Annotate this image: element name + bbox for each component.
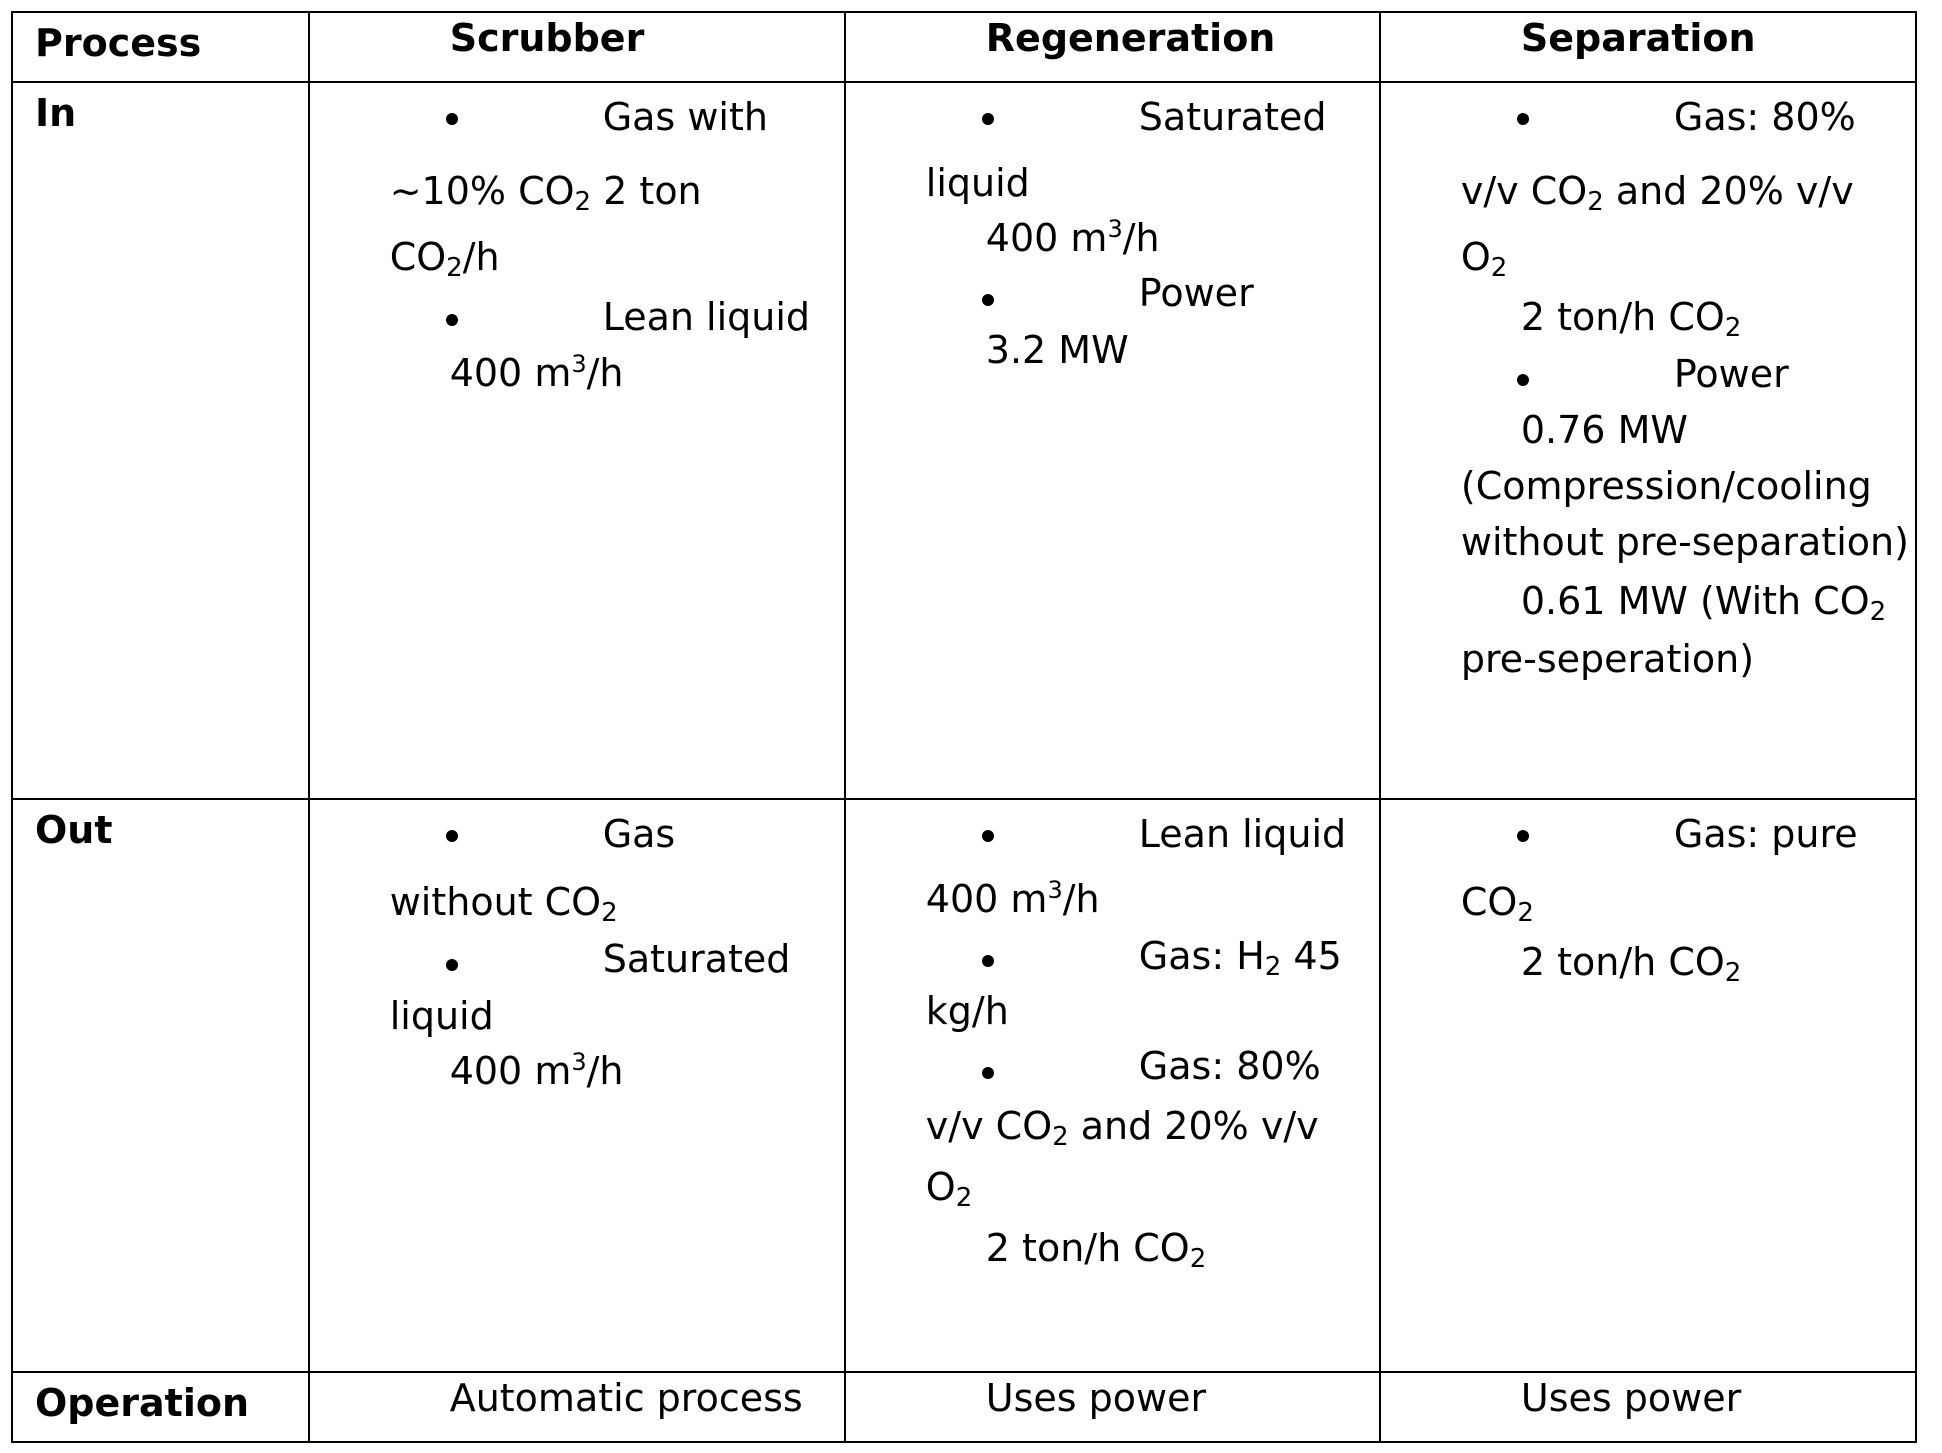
operation-separation-cell: Uses power — [1378, 1371, 1918, 1443]
operation-row: Operation Automatic process Uses power U… — [11, 1371, 1918, 1443]
separation-in-item2-line5: 0.61 MW (With CO2 — [1520, 579, 1887, 627]
row-label-cell-operation: Operation — [11, 1371, 310, 1443]
separation-in-item2-line6: pre-seperation) — [1460, 637, 1755, 681]
row-label-in: In — [35, 91, 77, 135]
scrubber-in-item1-line2: ~10% CO2 2 ton — [389, 169, 702, 217]
process-table: Process Scrubber Regeneration Separation… — [11, 11, 1918, 1443]
regeneration-in-cell: Saturated liquid 400 m3/h Power 3.2 MW — [843, 81, 1381, 800]
separation-in-item2-line2: 0.76 MW — [1520, 408, 1688, 452]
regeneration-in-item2-line2: 3.2 MW — [985, 328, 1129, 372]
row-label-cell-out: Out — [11, 798, 310, 1373]
scrubber-in-cell: Gas with ~10% CO2 2 ton CO2/h Lean liqui… — [307, 81, 846, 800]
header-regeneration: Regeneration — [985, 16, 1276, 60]
operation-separation: Uses power — [1520, 1376, 1742, 1420]
regeneration-out-item1-line2: 400 m3/h — [925, 876, 1100, 921]
regeneration-out-item3-head: Gas: 80% — [1138, 1044, 1321, 1088]
row-label-operation: Operation — [35, 1381, 250, 1425]
regeneration-out-item3-line4: 2 ton/h CO2 — [985, 1226, 1207, 1274]
header-cell-regeneration: Regeneration — [843, 11, 1381, 83]
separation-in-item1-line2: v/v CO2 and 20% v/v — [1460, 169, 1854, 217]
regeneration-out-item3-line2: v/v CO2 and 20% v/v — [925, 1104, 1319, 1152]
row-label-cell-in: In — [11, 81, 310, 800]
scrubber-in-content: Gas with ~10% CO2 2 ton CO2/h Lean liqui… — [390, 83, 826, 400]
scrubber-in-item1-line3: CO2/h — [389, 235, 500, 283]
regeneration-out-item1-head: Lean liquid — [1138, 812, 1347, 856]
operation-regeneration-cell: Uses power — [843, 1371, 1381, 1443]
in-row: In Gas with ~10% CO2 2 ton CO2/h Lean li… — [11, 81, 1918, 800]
scrubber-out-item2-line2: liquid — [389, 994, 494, 1038]
regeneration-in-item1-head: Saturated — [1138, 95, 1327, 139]
header-cell-scrubber: Scrubber — [307, 11, 846, 83]
header-cell-process: Process — [11, 11, 310, 83]
scrubber-out-item1-head: Gas — [602, 812, 676, 856]
regeneration-out-item2-line2: kg/h — [925, 989, 1009, 1033]
out-row: Out Gas without CO2 Saturated liquid — [11, 798, 1918, 1373]
operation-scrubber-cell: Automatic process — [307, 1371, 846, 1443]
scrubber-in-item2-head: Lean liquid — [602, 295, 811, 339]
header-process: Process — [35, 21, 202, 65]
header-scrubber: Scrubber — [449, 16, 645, 60]
separation-in-item2-line4: without pre-separation) — [1460, 520, 1909, 564]
scrubber-in-item1-head: Gas with — [602, 95, 768, 139]
separation-out-item1-line2: CO2 — [1460, 880, 1534, 928]
separation-in-item2-line3: (Compression/cooling — [1460, 464, 1872, 508]
scrubber-in-item2-line2: 400 m3/h — [449, 350, 624, 395]
separation-in-item2-head: Power — [1673, 352, 1789, 396]
separation-in-cell: Gas: 80% v/v CO2 and 20% v/v O2 2 ton/h … — [1378, 81, 1918, 800]
regeneration-in-item1-line3: 400 m3/h — [985, 215, 1160, 260]
separation-in-content: Gas: 80% v/v CO2 and 20% v/v O2 2 ton/h … — [1460, 83, 1909, 684]
operation-scrubber: Automatic process — [449, 1376, 803, 1420]
scrubber-out-item2-line3: 400 m3/h — [449, 1048, 624, 1093]
regeneration-out-content: Lean liquid 400 m3/h Gas: H2 45 kg/h Gas… — [926, 800, 1361, 1275]
regeneration-out-item2-head: Gas: H2 45 — [1138, 934, 1342, 982]
scrubber-out-item2-head: Saturated — [602, 937, 791, 981]
separation-in-item1-line4: 2 ton/h CO2 — [1520, 295, 1742, 343]
separation-in-item1-line3: O2 — [1460, 235, 1508, 283]
scrubber-out-cell: Gas without CO2 Saturated liquid 400 m3/… — [307, 798, 846, 1373]
regeneration-in-item1-line2: liquid — [925, 161, 1030, 205]
header-separation: Separation — [1520, 16, 1756, 60]
row-label-out: Out — [35, 808, 113, 852]
header-cell-separation: Separation — [1378, 11, 1918, 83]
separation-out-cell: Gas: pure CO2 2 ton/h CO2 — [1378, 798, 1918, 1373]
regeneration-in-content: Saturated liquid 400 m3/h Power 3.2 MW — [926, 83, 1361, 376]
scrubber-out-item1-line2: without CO2 — [389, 880, 618, 928]
separation-out-item1-line3: 2 ton/h CO2 — [1520, 940, 1742, 988]
scrubber-out-content: Gas without CO2 Saturated liquid 400 m3/… — [390, 800, 826, 1097]
regeneration-out-item3-line3: O2 — [925, 1165, 973, 1213]
regeneration-out-cell: Lean liquid 400 m3/h Gas: H2 45 kg/h Gas… — [843, 798, 1381, 1373]
separation-in-item1-head: Gas: 80% — [1673, 95, 1856, 139]
separation-out-item1-head: Gas: pure — [1673, 812, 1858, 856]
operation-regeneration: Uses power — [985, 1376, 1207, 1420]
header-row: Process Scrubber Regeneration Separation — [11, 11, 1918, 83]
separation-out-content: Gas: pure CO2 2 ton/h CO2 — [1461, 800, 1897, 989]
regeneration-in-item2-head: Power — [1138, 271, 1254, 315]
